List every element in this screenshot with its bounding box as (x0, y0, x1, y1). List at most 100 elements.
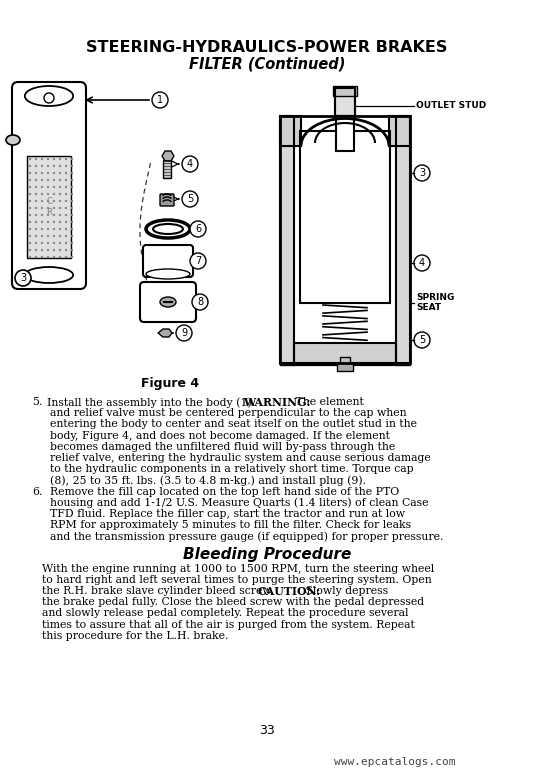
Text: Figure 4: Figure 4 (141, 378, 199, 391)
Circle shape (59, 221, 61, 223)
Circle shape (65, 172, 67, 174)
Circle shape (35, 193, 37, 195)
Bar (337, 363, 353, 371)
Text: The element: The element (292, 397, 364, 407)
Text: RPM for approximately 5 minutes to fill the filter. Check for leaks: RPM for approximately 5 minutes to fill … (50, 520, 411, 530)
Text: becomes damaged the unfiltered fluid will by-pass through the: becomes damaged the unfiltered fluid wil… (50, 442, 395, 451)
Text: www.epcatalogs.com: www.epcatalogs.com (334, 757, 456, 767)
Text: Install the assembly into the body (1).: Install the assembly into the body (1). (47, 397, 258, 408)
Circle shape (29, 172, 31, 174)
Circle shape (71, 207, 73, 209)
Circle shape (41, 172, 43, 174)
Circle shape (59, 214, 61, 216)
Circle shape (53, 165, 55, 167)
Circle shape (71, 214, 73, 216)
Bar (396, 363, 410, 365)
Circle shape (47, 186, 49, 188)
Circle shape (53, 249, 55, 251)
Circle shape (35, 235, 37, 237)
Bar (300, 131, 390, 303)
Text: STEERING-HYDRAULICS-POWER BRAKES: STEERING-HYDRAULICS-POWER BRAKES (87, 40, 447, 55)
Circle shape (53, 179, 55, 181)
Circle shape (53, 172, 55, 174)
Bar (336, 116, 354, 151)
Circle shape (71, 235, 73, 237)
Circle shape (41, 186, 43, 188)
Circle shape (71, 221, 73, 223)
Circle shape (65, 179, 67, 181)
Circle shape (65, 158, 67, 160)
Circle shape (35, 249, 37, 251)
Circle shape (47, 193, 49, 195)
Bar (335, 88, 355, 116)
Ellipse shape (25, 267, 73, 283)
Circle shape (59, 186, 61, 188)
Text: to hard right and left several times to purge the steering system. Open: to hard right and left several times to … (42, 575, 432, 585)
Circle shape (53, 235, 55, 237)
Text: this procedure for the L.H. brake.: this procedure for the L.H. brake. (42, 631, 229, 641)
Bar (301, 116, 389, 146)
Circle shape (29, 249, 31, 251)
Circle shape (29, 200, 31, 202)
Circle shape (35, 256, 37, 258)
Ellipse shape (160, 297, 176, 307)
Circle shape (29, 256, 31, 258)
Circle shape (53, 242, 55, 244)
Text: FILTER (Continued): FILTER (Continued) (189, 57, 345, 71)
Circle shape (65, 165, 67, 167)
Circle shape (41, 207, 43, 209)
Circle shape (35, 207, 37, 209)
Polygon shape (162, 151, 174, 161)
Circle shape (59, 172, 61, 174)
Text: Slowly depress: Slowly depress (302, 586, 388, 596)
Bar (294, 343, 396, 365)
Text: relief valve, entering the hydraulic system and cause serious damage: relief valve, entering the hydraulic sys… (50, 453, 431, 463)
Circle shape (65, 200, 67, 202)
Circle shape (47, 228, 49, 230)
Circle shape (71, 172, 73, 174)
Circle shape (152, 92, 168, 108)
Circle shape (29, 193, 31, 195)
Text: Bleeding Procedure: Bleeding Procedure (183, 546, 351, 562)
Text: (8), 25 to 35 ft. lbs. (3.5 to 4.8 m‑kg.) and install plug (9).: (8), 25 to 35 ft. lbs. (3.5 to 4.8 m‑kg.… (50, 476, 366, 486)
Bar (294, 363, 396, 365)
Circle shape (59, 165, 61, 167)
Ellipse shape (6, 135, 20, 145)
Circle shape (53, 158, 55, 160)
Ellipse shape (153, 224, 183, 234)
Circle shape (35, 200, 37, 202)
Circle shape (29, 235, 31, 237)
Text: 1: 1 (157, 95, 163, 105)
Circle shape (59, 193, 61, 195)
Circle shape (53, 207, 55, 209)
Circle shape (47, 200, 49, 202)
Polygon shape (158, 329, 172, 337)
Circle shape (71, 165, 73, 167)
Text: 9: 9 (181, 328, 187, 338)
Text: 4: 4 (187, 159, 193, 169)
Circle shape (29, 207, 31, 209)
Circle shape (35, 165, 37, 167)
Circle shape (41, 228, 43, 230)
Circle shape (47, 179, 49, 181)
Circle shape (71, 179, 73, 181)
Bar (389, 116, 410, 146)
Text: SPRING: SPRING (416, 294, 454, 302)
Text: 33: 33 (259, 724, 275, 737)
Circle shape (59, 228, 61, 230)
Text: 5: 5 (419, 335, 425, 345)
Circle shape (65, 235, 67, 237)
Bar (396, 363, 410, 365)
Circle shape (29, 165, 31, 167)
Circle shape (65, 221, 67, 223)
Text: 8: 8 (197, 297, 203, 307)
Circle shape (71, 249, 73, 251)
Text: to the hydraulic components in a relatively short time. Torque cap: to the hydraulic components in a relativ… (50, 464, 414, 474)
Bar (280, 88, 410, 363)
Circle shape (47, 256, 49, 258)
Circle shape (35, 186, 37, 188)
Circle shape (182, 156, 198, 172)
Circle shape (65, 249, 67, 251)
Circle shape (71, 256, 73, 258)
Circle shape (15, 270, 31, 286)
